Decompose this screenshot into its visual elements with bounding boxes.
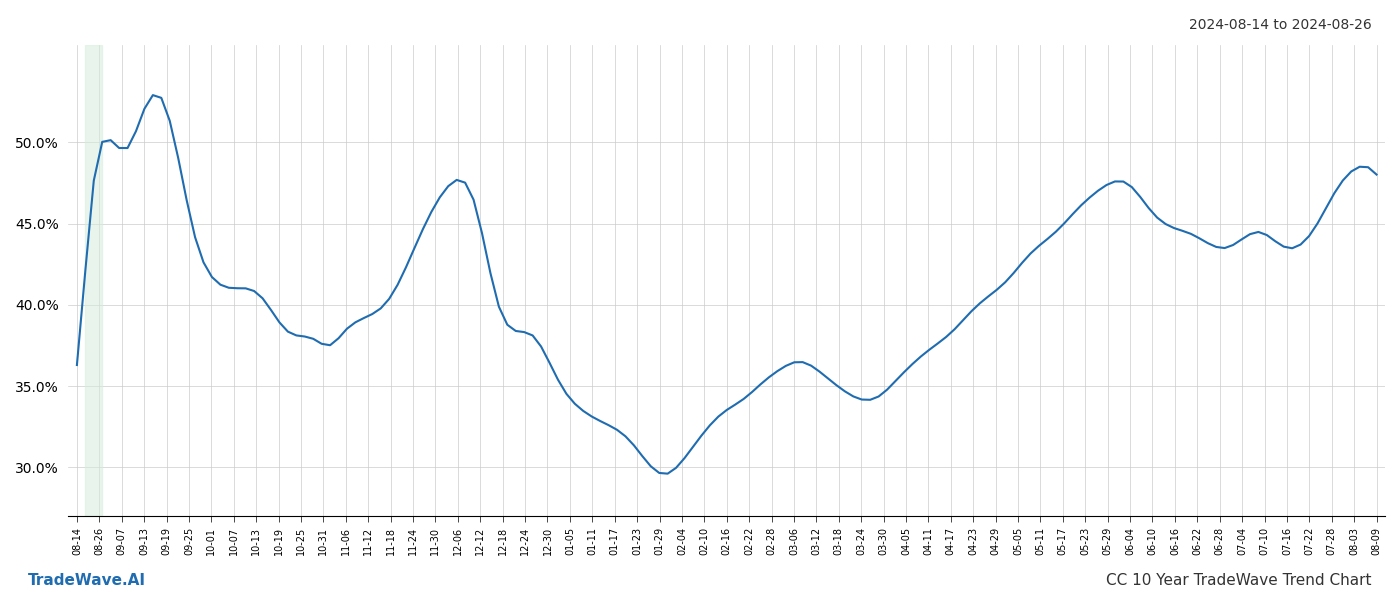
Text: TradeWave.AI: TradeWave.AI: [28, 573, 146, 588]
Text: 2024-08-14 to 2024-08-26: 2024-08-14 to 2024-08-26: [1189, 18, 1372, 32]
Bar: [85, 45, 102, 516]
Text: CC 10 Year TradeWave Trend Chart: CC 10 Year TradeWave Trend Chart: [1106, 573, 1372, 588]
